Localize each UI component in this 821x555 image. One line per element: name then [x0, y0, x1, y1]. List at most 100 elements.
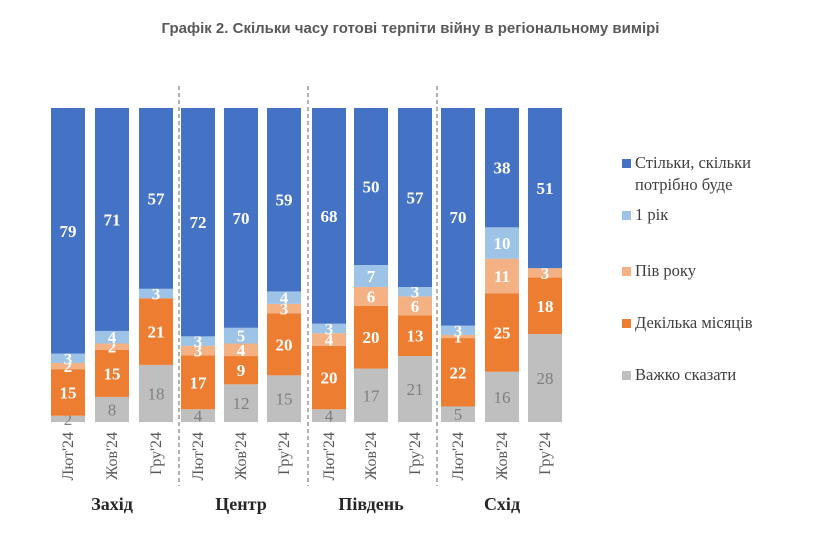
data-label: 28 — [537, 369, 554, 388]
bar-segment — [528, 268, 562, 278]
bar-segment — [181, 355, 215, 410]
legend-label: Стільки, скільки потрібно буде — [635, 153, 751, 194]
legend-item: Декілька місяців — [622, 312, 753, 334]
bar-segment — [398, 108, 432, 287]
bar-segment — [267, 303, 301, 314]
bar-segment — [267, 108, 301, 292]
data-label: 5 — [454, 405, 463, 424]
bar-segment — [528, 334, 562, 422]
data-label: 59 — [276, 191, 293, 210]
data-label: 20 — [321, 369, 338, 388]
bar-segment — [95, 330, 129, 344]
legend-swatch — [622, 319, 631, 328]
group-label: Захід — [91, 494, 133, 514]
bar-segment — [398, 315, 432, 357]
legend-swatch — [622, 371, 631, 380]
data-label: 7 — [367, 267, 376, 286]
data-label: 17 — [190, 373, 208, 392]
data-label: 5 — [237, 327, 246, 346]
data-label: 4 — [325, 331, 334, 350]
bar-segment — [312, 345, 346, 410]
data-label: 13 — [407, 327, 424, 346]
data-label: 72 — [190, 213, 207, 232]
category-label: Лют'24 — [60, 432, 77, 480]
category-label: Лют'24 — [321, 432, 338, 480]
bar-segment — [441, 334, 475, 339]
data-label: 10 — [494, 234, 511, 253]
bar-segment — [312, 409, 346, 422]
data-label: 51 — [537, 179, 554, 198]
bar-segment — [398, 356, 432, 422]
data-label: 3 — [541, 264, 550, 283]
category-label: Гру'24 — [407, 432, 424, 475]
group-label: Південь — [338, 494, 404, 514]
data-label: 22 — [450, 363, 467, 382]
bar-segment — [95, 343, 129, 350]
data-label: 16 — [494, 388, 511, 407]
bar-segment — [354, 286, 388, 306]
bar-segment — [51, 108, 85, 354]
data-label: 57 — [148, 189, 166, 208]
bar-segment — [354, 108, 388, 265]
data-label: 4 — [237, 341, 246, 360]
bar-segment — [224, 108, 258, 328]
legend-item: Важко сказати — [622, 364, 736, 386]
data-label: 15 — [276, 390, 293, 409]
data-label: 15 — [104, 364, 121, 383]
bar-segment — [95, 108, 129, 331]
bar-segment — [441, 325, 475, 335]
bar-segment — [139, 364, 173, 422]
data-label: 4 — [325, 407, 334, 426]
data-label: 2 — [64, 357, 73, 376]
data-label: 18 — [537, 297, 554, 316]
data-label: 2 — [64, 410, 73, 429]
bar-segment — [139, 298, 173, 365]
bar-segment — [312, 333, 346, 346]
category-label: Гру'24 — [148, 432, 165, 475]
chart-title: Графік 2. Скільки часу готові терпіти ві… — [161, 20, 660, 37]
bar-segment — [224, 343, 258, 357]
category-label: Жов'24 — [494, 432, 511, 480]
legend-label: Пів року — [635, 261, 696, 280]
data-label: 21 — [148, 323, 165, 342]
data-label: 1 — [454, 328, 463, 347]
bar-segment — [441, 406, 475, 422]
data-label: 3 — [152, 285, 161, 304]
bar-segment — [51, 415, 85, 422]
bar-segment — [267, 291, 301, 304]
bar-segment — [485, 108, 519, 228]
bar-segment — [181, 108, 215, 337]
bar-segment — [485, 293, 519, 372]
data-label: 3 — [411, 283, 420, 302]
data-label: 20 — [363, 328, 380, 347]
data-label: 3 — [325, 319, 334, 338]
category-label: Лют'24 — [190, 432, 207, 480]
bar-segment — [312, 323, 346, 334]
data-label: 20 — [276, 335, 293, 354]
bar-segment — [181, 409, 215, 422]
category-label: Лют'24 — [450, 432, 467, 480]
bar-segment — [485, 258, 519, 294]
bar-segment — [398, 286, 432, 297]
bar-segment — [528, 277, 562, 335]
category-label: Гру'24 — [276, 432, 293, 475]
data-label: 2 — [108, 338, 117, 357]
category-label: Жов'24 — [233, 432, 250, 480]
data-label: 15 — [60, 383, 77, 402]
bar-segment — [354, 368, 388, 422]
data-label: 25 — [494, 324, 511, 343]
bar-segment — [312, 108, 346, 324]
bar-segment — [267, 313, 301, 376]
category-label: Жов'24 — [104, 432, 121, 480]
bar-segment — [224, 327, 258, 344]
data-label: 70 — [233, 209, 250, 228]
legend-swatch — [622, 159, 631, 168]
bar-segment — [485, 371, 519, 422]
data-label: 9 — [237, 361, 246, 380]
bar-segment — [485, 227, 519, 259]
data-label: 38 — [494, 159, 511, 178]
legend-swatch — [622, 267, 631, 276]
bar-segment — [51, 353, 85, 363]
bar-segment — [398, 296, 432, 316]
data-label: 3 — [64, 349, 73, 368]
